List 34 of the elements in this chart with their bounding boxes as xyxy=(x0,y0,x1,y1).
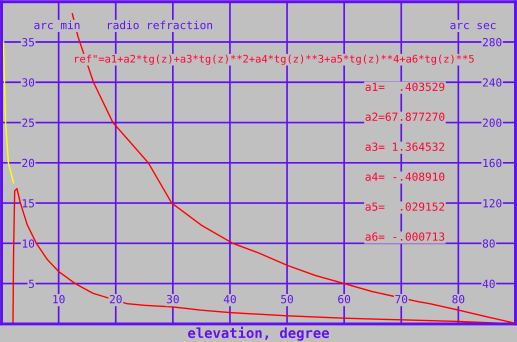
x-tick-label: 20 xyxy=(110,294,122,304)
y-tick-label: 20 xyxy=(22,158,34,168)
x-tick-label: 40 xyxy=(224,294,236,304)
y2-tick-label: 200 xyxy=(482,118,502,127)
y-tick-label: 10 xyxy=(22,239,34,248)
annotation: a6= -.000713 xyxy=(366,232,444,241)
y2-tick-label: 160 xyxy=(483,158,502,168)
y-tick-label: 30 xyxy=(22,78,34,87)
annotation: a5= .029152 xyxy=(366,202,444,211)
line-series xyxy=(2,41,14,184)
text: radio refraction xyxy=(108,20,212,30)
x-tick-label: 50 xyxy=(281,294,294,304)
y2-tick-label: 240 xyxy=(482,78,502,87)
annotation: a1= .403529 xyxy=(366,82,444,91)
y2-tick-label: 40 xyxy=(482,280,495,288)
annotation: a4= -.408910 xyxy=(366,172,444,181)
y2-tick-label: 80 xyxy=(482,239,495,248)
annotation: a3= 1.364532 xyxy=(366,142,444,151)
x-tick-label: 10 xyxy=(53,294,65,304)
x-tick-label: 30 xyxy=(166,294,179,304)
y-tick-label: 5 xyxy=(28,280,34,288)
y2-tick-label: 120 xyxy=(483,199,502,208)
x-axis-title: elevation, degree xyxy=(188,326,330,341)
annotation: ref"=a1+a2*tg(z)+a3*tg(z)**2+a4*tg(z)**3+a5*tg(z)**4+a6*tg(z)**5 xyxy=(75,54,474,65)
y-tick-label: 35 xyxy=(22,38,34,46)
x-tick-label: 70 xyxy=(395,294,408,304)
y-axis-title: arc min xyxy=(34,20,80,30)
y2-axis-title: arc sec xyxy=(450,22,496,30)
y-tick-label: 25 xyxy=(22,118,34,127)
x-tick-label: 80 xyxy=(452,294,464,304)
x-tick-label: 60 xyxy=(338,294,350,304)
annotation: a2=67.877270 xyxy=(366,112,444,121)
y-tick-label: 15 xyxy=(22,199,34,208)
y2-tick-label: 280 xyxy=(482,38,502,46)
